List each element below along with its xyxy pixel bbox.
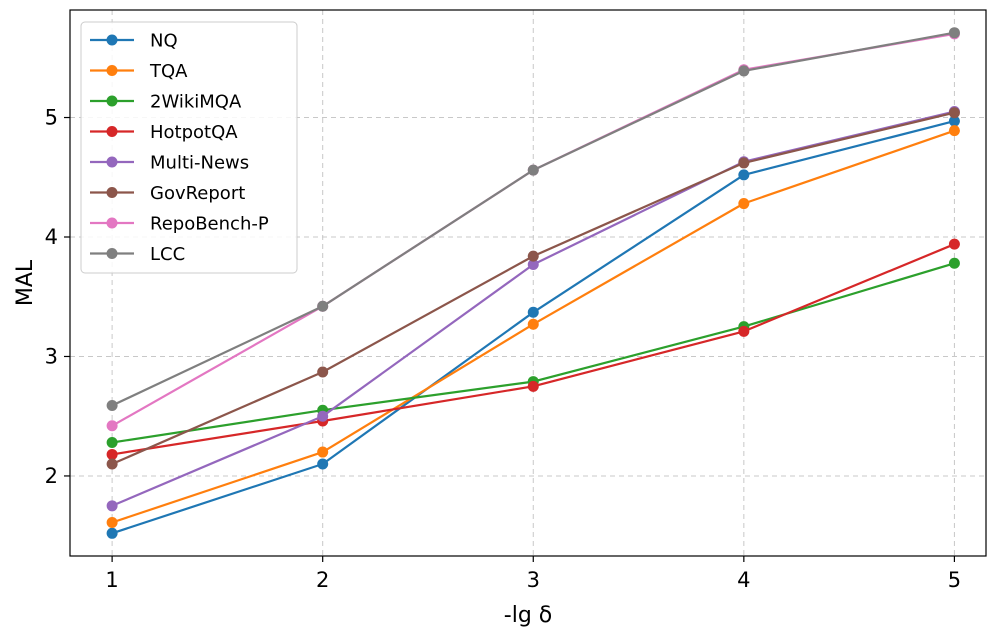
legend-label: 2WikiMQA xyxy=(150,92,242,113)
data-point xyxy=(317,410,329,422)
legend-label: RepoBench-P xyxy=(150,214,269,235)
legend-marker xyxy=(106,95,118,107)
legend-label: GovReport xyxy=(150,183,245,204)
y-tick-label: 5 xyxy=(45,106,58,130)
data-point xyxy=(317,458,329,470)
data-point xyxy=(106,399,118,411)
data-point xyxy=(738,325,750,337)
data-point xyxy=(948,125,960,137)
data-point xyxy=(738,198,750,210)
x-tick-label: 2 xyxy=(316,568,329,592)
data-point xyxy=(527,258,539,270)
data-point xyxy=(527,306,539,318)
data-point xyxy=(527,380,539,392)
series-lcc xyxy=(106,27,960,411)
series-tqa xyxy=(106,125,960,529)
legend-item: HotpotQA xyxy=(90,122,238,143)
legend-item: Multi-News xyxy=(90,153,249,174)
legend-label: Multi-News xyxy=(150,153,249,174)
legend-item: RepoBench-P xyxy=(90,214,269,235)
legend-marker xyxy=(106,156,118,168)
legend-label: LCC xyxy=(150,244,185,265)
legend-marker xyxy=(106,217,118,229)
y-tick-label: 2 xyxy=(45,464,58,488)
data-point xyxy=(106,436,118,448)
data-point xyxy=(317,446,329,458)
data-point xyxy=(948,27,960,39)
data-point xyxy=(948,238,960,250)
legend-label: NQ xyxy=(150,31,178,52)
legend-marker xyxy=(106,126,118,137)
data-point xyxy=(106,458,118,470)
x-tick-label: 5 xyxy=(948,568,961,592)
data-point xyxy=(948,107,960,119)
data-point xyxy=(106,420,118,432)
data-point xyxy=(527,318,539,330)
data-point xyxy=(317,300,329,312)
axis-ticks: 1 2 3 4 5 2 3 4 5 xyxy=(45,106,961,592)
legend-marker xyxy=(106,65,118,76)
data-point xyxy=(527,250,539,262)
data-point xyxy=(948,257,960,269)
data-point xyxy=(738,169,750,181)
data-point xyxy=(948,115,960,127)
data-point xyxy=(317,366,329,378)
series-nq xyxy=(106,115,960,539)
legend-item: 2WikiMQA xyxy=(90,92,242,113)
y-tick-label: 3 xyxy=(45,344,58,368)
data-point xyxy=(738,157,750,169)
plot-frame xyxy=(69,9,987,557)
x-tick-label: 1 xyxy=(105,568,118,592)
legend-frame xyxy=(80,21,298,274)
series-layer xyxy=(106,27,960,539)
x-axis-title: -lg δ xyxy=(504,603,552,628)
legend-item: LCC xyxy=(90,244,185,265)
series-govreport xyxy=(106,107,960,470)
y-tick-label: 4 xyxy=(45,225,58,249)
legend-label: TQA xyxy=(149,61,188,82)
legend-item: TQA xyxy=(90,61,188,82)
data-point xyxy=(738,65,750,77)
x-tick-label: 4 xyxy=(737,568,750,592)
x-tick-label: 3 xyxy=(527,568,540,592)
y-axis-title: MAL xyxy=(13,259,38,306)
data-point xyxy=(106,500,118,512)
legend-item: NQ xyxy=(90,31,178,52)
data-point xyxy=(527,164,539,176)
data-point xyxy=(106,517,118,529)
legend-marker xyxy=(106,187,118,198)
legend-item: GovReport xyxy=(90,183,245,204)
legend: NQ TQA 2WikiMQA HotpotQA Multi-News GovReport… xyxy=(80,21,298,274)
data-point xyxy=(106,448,118,460)
legend-label: HotpotQA xyxy=(150,122,238,143)
legend-marker xyxy=(106,34,118,46)
legend-marker xyxy=(106,248,118,259)
data-point xyxy=(106,527,118,539)
